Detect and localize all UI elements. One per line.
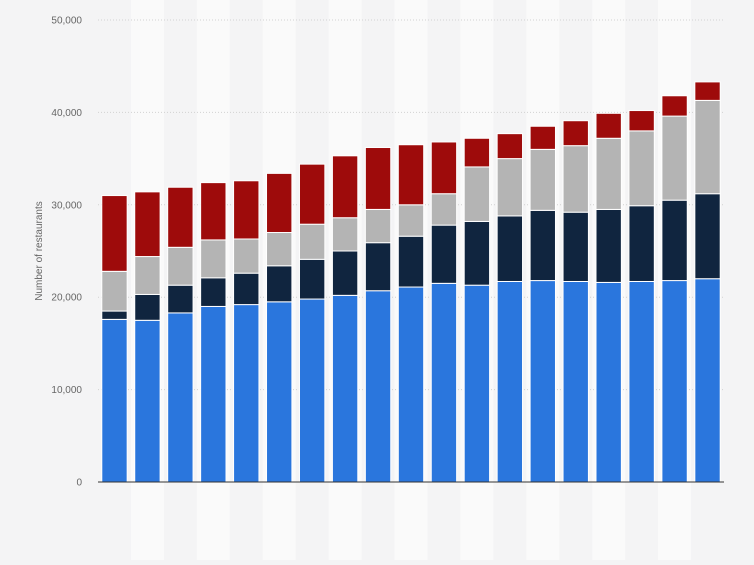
bar-segment-series-1 <box>200 305 227 483</box>
bar-segment-series-2 <box>463 220 491 286</box>
bar-segment-series-3 <box>430 193 458 226</box>
bar-segment-series-4 <box>694 81 721 101</box>
bar-segment-series-2 <box>661 199 688 282</box>
bar-segment-series-3 <box>298 223 326 260</box>
bar-segment-series-1 <box>628 280 655 483</box>
bar-segment-series-3 <box>134 256 161 295</box>
bar-segment-series-2 <box>430 224 458 284</box>
bar-segment-series-1 <box>364 290 392 483</box>
bar-segment-series-4 <box>200 182 227 241</box>
bar-segment-series-3 <box>364 208 392 244</box>
bar-segment-series-4 <box>167 186 194 248</box>
bar-segment-series-2 <box>101 310 128 320</box>
bar-segment-series-4 <box>529 125 556 150</box>
y-tick-label: 0 <box>76 478 82 489</box>
bar-segment-series-2 <box>331 250 359 296</box>
bar-segment-series-2 <box>167 284 194 314</box>
bar-segment-series-3 <box>167 246 194 286</box>
bar-segment-series-3 <box>595 137 622 210</box>
bar-segment-series-1 <box>430 282 458 483</box>
bar-segment-series-1 <box>233 304 260 483</box>
bar-segment-series-3 <box>694 99 721 195</box>
bar-segment-series-4 <box>233 180 260 240</box>
bar-segment-series-1 <box>463 284 491 483</box>
bar-segment-series-3 <box>200 239 227 279</box>
y-tick-label: 30,000 <box>51 200 82 211</box>
bar-segment-series-1 <box>496 280 524 483</box>
bar-segment-series-1 <box>167 312 194 483</box>
y-axis: 0 10,000 20,000 30,000 40,000 50,000 <box>51 16 82 489</box>
bar-segment-series-4 <box>298 163 326 225</box>
bar-segment-series-3 <box>496 158 524 217</box>
bar-segment-series-2 <box>529 209 556 282</box>
bar-segment-series-1 <box>562 280 589 483</box>
bar-segment-series-4 <box>101 195 128 272</box>
bars <box>101 81 721 483</box>
bar-segment-series-1 <box>661 280 688 483</box>
bar-segment-series-1 <box>397 286 425 483</box>
y-tick-label: 10,000 <box>51 385 82 396</box>
bar-segment-series-4 <box>134 191 161 258</box>
bar-segment-series-3 <box>397 204 425 237</box>
bar-segment-series-2 <box>397 235 425 288</box>
bar-segment-series-3 <box>529 148 556 211</box>
bar-segment-series-2 <box>266 265 293 303</box>
bar-segment-series-4 <box>364 147 392 210</box>
bar-segment-series-2 <box>200 277 227 307</box>
bar-segment-series-2 <box>496 215 524 282</box>
bar-segment-series-1 <box>529 280 556 483</box>
bar-segment-series-2 <box>694 193 721 280</box>
bar-segment-series-2 <box>364 242 392 292</box>
bar-segment-series-3 <box>101 270 128 312</box>
bar-segment-series-1 <box>595 281 622 483</box>
bar-segment-series-4 <box>266 172 293 234</box>
bar-segment-series-4 <box>463 137 491 168</box>
y-axis-title: Number of restaurants <box>34 201 45 301</box>
bar-segment-series-1 <box>694 278 721 483</box>
bar-segment-series-2 <box>628 205 655 282</box>
bar-segment-series-1 <box>101 318 128 483</box>
bar-segment-series-4 <box>628 110 655 132</box>
bar-segment-series-3 <box>331 217 359 252</box>
bar-segment-series-4 <box>562 120 589 147</box>
bar-segment-series-3 <box>628 130 655 207</box>
bar-segment-series-2 <box>233 272 260 306</box>
bar-segment-series-3 <box>463 166 491 222</box>
bar-segment-series-1 <box>134 319 161 483</box>
bar-segment-series-4 <box>430 141 458 195</box>
bar-segment-series-4 <box>661 95 688 117</box>
y-tick-label: 40,000 <box>51 108 82 119</box>
y-tick-label: 50,000 <box>51 16 82 27</box>
bar-segment-series-1 <box>266 301 293 483</box>
bar-segment-series-1 <box>298 298 326 483</box>
bar-segment-series-4 <box>496 133 524 160</box>
bar-segment-series-2 <box>298 258 326 300</box>
y-tick-label: 20,000 <box>51 293 82 304</box>
bar-segment-series-4 <box>397 144 425 206</box>
bar-segment-series-3 <box>266 232 293 267</box>
bar-segment-series-2 <box>595 208 622 283</box>
bar-segment-series-3 <box>233 238 260 274</box>
bar-segment-series-2 <box>562 211 589 282</box>
bar-segment-series-2 <box>134 293 161 321</box>
bar-segment-series-3 <box>661 115 688 201</box>
bar-segment-series-1 <box>331 294 359 483</box>
bar-segment-series-4 <box>595 112 622 139</box>
bar-segment-series-4 <box>331 155 359 219</box>
bar-segment-series-3 <box>562 145 589 213</box>
